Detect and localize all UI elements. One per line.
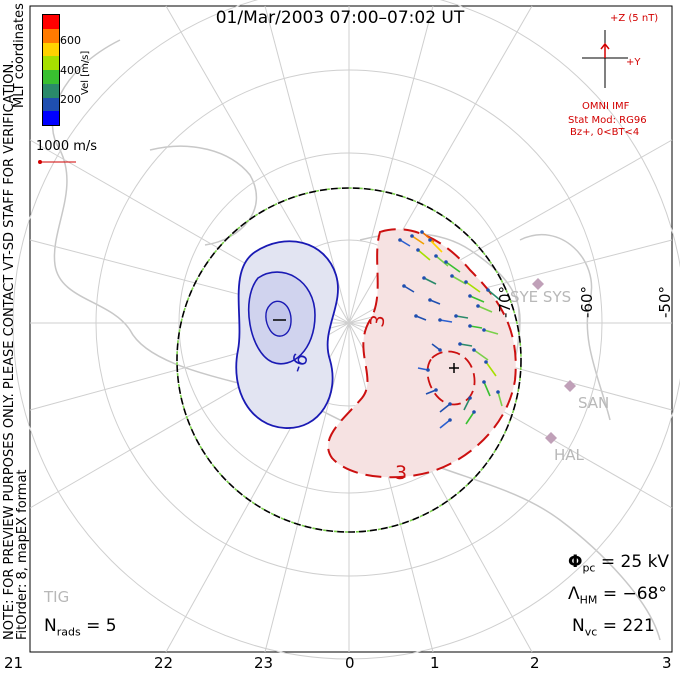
colorbar-swatch [43,42,59,57]
colorbar-swatch [43,15,59,29]
colorbar-label: Vel [m/s] [80,50,91,95]
negative-core-contour [265,300,292,337]
colorbar-swatch [43,111,59,125]
latitude-label-60: -60° [578,286,596,318]
colorbar-tick-600: 600 [60,34,81,47]
velocity-vectors [399,231,503,429]
nrads-symbol: N [44,616,57,636]
radar-count: Nrads = 5 [44,616,117,638]
cross-polar-potential: Φpc = 25 kV [568,552,669,574]
plot-frame [29,5,673,653]
map-title: 01/Mar/2003 07:00–07:02 UT [215,8,465,28]
mlt-tick-3: 3 [662,654,672,672]
imf-z-label: +Z (5 nT) [610,13,659,24]
positive-potential-cell [327,228,517,479]
station-label-sye-sys: SYE SYS [510,288,572,306]
mlt-tick-2: 2 [530,654,540,672]
vector-origins [398,230,500,422]
nvc-subscript: vc [584,625,598,639]
mlt-tick-0: 0 [345,654,355,672]
fit-order-label: FitOrder: 8, mapEX format [15,469,30,640]
imf-vector [600,42,610,58]
vector-count: Nvc = 221 [572,616,655,638]
coastline [51,39,661,641]
colorbar-swatch [43,28,59,43]
mlt-tick-23: 23 [254,654,274,672]
imf-condition-label: Bz+, 0<BT<4 [570,127,640,138]
reference-vector [38,160,76,164]
station-label-hal: HAL [554,446,584,464]
lambda-subscript: HM [579,593,598,607]
colorbar-swatch [43,97,59,112]
nrads-value: = 5 [86,616,117,636]
colorbar-swatch [43,56,59,70]
heppner-maynard-boundary [176,187,522,533]
mlt-tick-22: 22 [154,654,174,672]
station-markers [532,278,576,444]
lambda-value: = −68° [602,584,667,604]
stat-model-label: Stat Mod: RG96 [568,115,647,126]
imf-y-label: +Y [626,57,641,68]
nvc-symbol: N [572,616,585,636]
boundary-highlight [176,187,522,533]
positive-contour-label-lower: 3 [395,462,408,484]
phi-symbol: Φ [568,552,583,572]
colorbar-tick-400: 400 [60,64,81,77]
latitude-label-50: -50° [656,286,674,318]
nvc-value: = 221 [602,616,655,636]
colorbar-swatch [43,83,59,98]
imf-source-label: OMNI IMF [582,101,630,112]
station-label-tig: TIG [44,588,70,606]
velocity-colorbar [42,14,60,126]
hmb-latitude: ΛHM = −68° [568,584,667,606]
mlt-tick-1: 1 [430,654,440,672]
colorbar-tick-200: 200 [60,93,81,106]
lambda-symbol: Λ [568,584,580,604]
nrads-subscript: rads [56,625,81,639]
station-label-san: SAN [578,394,610,412]
colorbar-swatch [43,70,59,84]
imf-dial [582,30,628,88]
phi-subscript: pc [582,561,596,575]
reference-vector-label: 1000 m/s [36,139,98,154]
phi-value: = 25 kV [600,552,670,572]
mlt-tick-21: 21 [4,654,24,672]
